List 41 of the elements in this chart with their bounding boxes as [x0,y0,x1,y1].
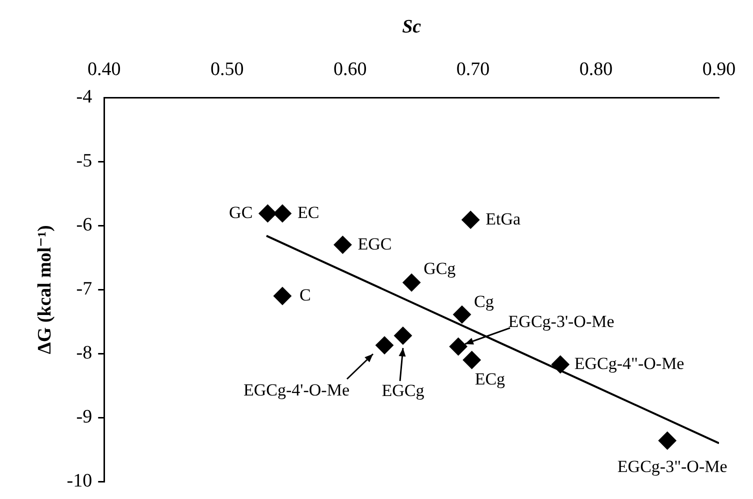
y-axis-title: ΔG (kcal mol⁻¹) [34,225,56,354]
point [452,306,471,324]
point [334,236,352,254]
x-tick-label: 0.40 [88,59,121,80]
x-tick-label: 0.80 [579,59,613,80]
annotation: EGC [358,234,392,254]
y-tick-label: -7 [76,278,92,300]
y-tick-label: -9 [76,406,92,428]
x-tick-label: 0.90 [702,59,736,80]
annotation: ECg [474,369,506,388]
x-tick-label: 0.60 [333,59,367,80]
point [449,338,468,356]
x-tick-label: 0.70 [456,59,490,80]
annotation: EGCg-4"-O-Me [574,354,684,373]
annotation: Cg [474,292,494,312]
point [273,204,292,222]
annotation: EGCg-3'-O-Me [508,312,614,332]
point [402,274,421,292]
annotation: GCg [424,259,456,278]
annotation: EGCg [382,381,425,400]
annotation: GC [229,202,253,222]
y-tick-label: -4 [76,86,93,108]
point [376,336,394,354]
x-tick-label: 0.50 [210,59,244,80]
y-tick-label: -6 [76,214,92,236]
point [551,355,570,374]
point [462,210,480,229]
point [462,351,481,369]
point [658,432,676,450]
annotation: EGCg-3"-O-Me [617,457,728,476]
y-tick-label: -5 [76,150,92,172]
point [258,204,277,222]
annotation: C [299,285,311,304]
annotation: EC [297,202,320,222]
annotation: EGCg-4'-O-Me [244,380,350,400]
annotation: EtGa [486,209,521,228]
y-tick-label: -8 [76,342,92,364]
point [394,326,412,345]
point [273,287,292,305]
x-axis-title: Sc [402,16,422,38]
y-tick-label: -10 [66,470,92,492]
